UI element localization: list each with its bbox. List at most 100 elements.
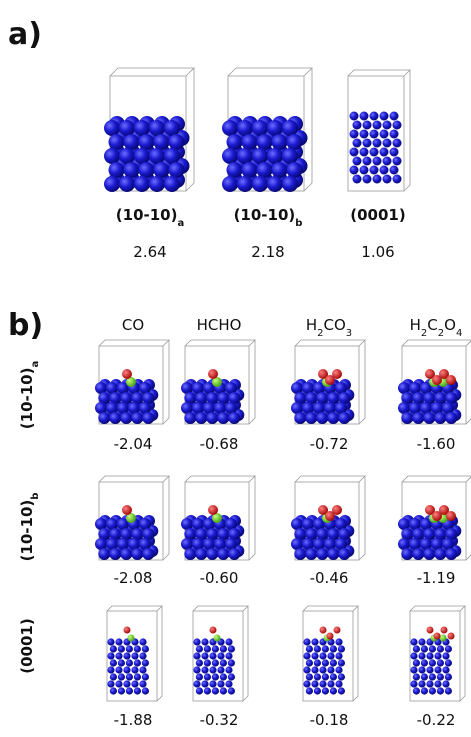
oxygen-atom	[446, 375, 456, 385]
atom	[338, 687, 345, 694]
slab	[350, 112, 402, 184]
energy-value: -0.32	[200, 711, 239, 729]
oxygen-atom	[327, 633, 334, 640]
atom	[413, 659, 420, 666]
slab	[95, 379, 158, 424]
atom	[380, 130, 389, 139]
atom	[350, 166, 359, 175]
atom	[131, 666, 138, 673]
atom	[169, 134, 185, 150]
atom	[134, 645, 141, 652]
atom	[257, 134, 273, 150]
atom	[149, 120, 165, 136]
atom	[169, 162, 185, 178]
atom	[311, 652, 318, 659]
atom	[139, 666, 146, 673]
atom	[410, 652, 417, 659]
surface-name: (10-10)	[18, 500, 36, 562]
energy-value: -0.72	[310, 435, 349, 453]
atom	[353, 139, 362, 148]
atom	[228, 412, 240, 424]
surface-name: (10-10)	[234, 206, 296, 224]
surface-name: (0001)	[18, 618, 36, 673]
atom	[149, 148, 165, 164]
formula-part: O	[444, 316, 456, 334]
energy-value: -1.60	[417, 435, 456, 453]
atom	[353, 175, 362, 184]
atom	[426, 652, 433, 659]
atom	[196, 645, 203, 652]
oxygen-atom	[446, 511, 456, 521]
slab	[95, 515, 158, 560]
atom	[363, 157, 372, 166]
adsorbate	[425, 369, 456, 387]
atom	[252, 176, 268, 192]
atom	[413, 673, 420, 680]
atom	[429, 687, 436, 694]
atom	[305, 548, 317, 560]
atom	[212, 673, 219, 680]
slab	[107, 638, 149, 694]
atom	[196, 673, 203, 680]
atom	[139, 134, 155, 150]
atom	[119, 120, 135, 136]
carbon-atom	[128, 635, 135, 642]
oxygen-atom	[334, 627, 341, 634]
atom	[306, 645, 313, 652]
atom	[282, 148, 298, 164]
formula-part: HCHO	[197, 316, 242, 334]
atom	[360, 112, 369, 121]
slab	[410, 638, 452, 694]
atom	[142, 645, 149, 652]
atom	[363, 139, 372, 148]
atom	[228, 673, 235, 680]
formula-part: CO	[324, 316, 346, 334]
atom	[222, 176, 238, 192]
atom	[196, 687, 203, 694]
column-header: CO	[122, 316, 144, 334]
atom	[445, 673, 452, 680]
atom	[228, 687, 235, 694]
atom	[314, 659, 321, 666]
atom	[373, 157, 382, 166]
atom	[201, 666, 208, 673]
atom	[217, 412, 229, 424]
atom	[118, 687, 125, 694]
atom	[272, 162, 288, 178]
atom	[201, 638, 208, 645]
atom	[123, 680, 130, 687]
atom	[306, 687, 313, 694]
atom	[434, 412, 446, 424]
energy-value: -0.46	[310, 569, 349, 587]
oxygen-atom	[448, 633, 455, 640]
atom	[319, 666, 326, 673]
energy-value: -2.08	[114, 569, 153, 587]
atom	[126, 645, 133, 652]
atom	[373, 121, 382, 130]
atom	[282, 176, 298, 192]
atom	[164, 148, 180, 164]
atom	[330, 687, 337, 694]
slab	[398, 379, 461, 424]
atom	[228, 645, 235, 652]
atom	[227, 162, 243, 178]
atom	[134, 176, 150, 192]
carbon-atom	[214, 635, 221, 642]
atom	[434, 666, 441, 673]
atom	[119, 176, 135, 192]
atom	[373, 139, 382, 148]
atom	[109, 162, 125, 178]
surface-value: 2.64	[133, 243, 166, 261]
slab	[303, 638, 345, 694]
atom	[418, 638, 425, 645]
atom	[131, 412, 143, 424]
atom	[212, 645, 219, 652]
atom	[131, 680, 138, 687]
atom	[237, 120, 253, 136]
atom	[303, 666, 310, 673]
slab	[181, 515, 244, 560]
atom	[360, 166, 369, 175]
atom	[410, 680, 417, 687]
atom	[139, 652, 146, 659]
atom	[209, 666, 216, 673]
